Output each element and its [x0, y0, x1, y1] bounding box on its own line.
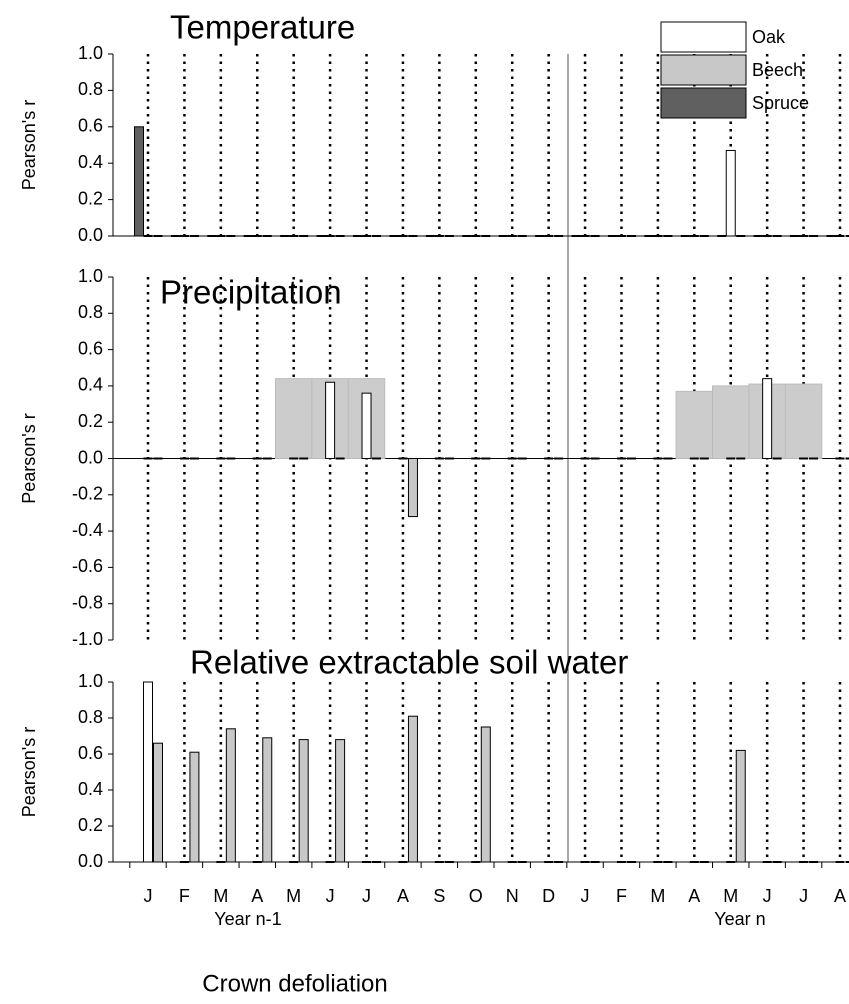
legend-label: Oak — [752, 27, 786, 47]
y-axis-label: Pearson's r — [19, 100, 39, 190]
legend-label: Spruce — [752, 93, 809, 113]
bar — [134, 126, 144, 237]
x-tick-label: M — [723, 886, 738, 906]
x-tick-label: J — [326, 886, 335, 906]
x-tick-label: M — [213, 886, 228, 906]
x-tick-label: A — [834, 886, 846, 906]
x-tick-label: S — [433, 886, 445, 906]
y-tick-label: 1.0 — [78, 43, 103, 63]
y-tick-label: -1.0 — [72, 629, 103, 649]
x-tick-label: N — [506, 886, 519, 906]
panel-title: Precipitation — [160, 274, 342, 311]
bar — [725, 149, 736, 237]
bar — [262, 737, 273, 863]
x-tick-label: J — [362, 886, 371, 906]
y-tick-label: 0.8 — [78, 302, 103, 322]
y-tick-label: 0.8 — [78, 707, 103, 727]
legend-label: Beech — [752, 60, 803, 80]
y-tick-label: 0.6 — [78, 743, 103, 763]
bar — [407, 458, 418, 518]
y-tick-label: 0.2 — [78, 188, 103, 208]
y-tick-label: 0.6 — [78, 338, 103, 358]
x-tick-label: D — [542, 886, 555, 906]
x-tick-label: A — [251, 886, 263, 906]
bar — [298, 739, 309, 863]
window-bar — [712, 385, 750, 459]
bar — [335, 739, 346, 863]
x-tick-label: J — [799, 886, 808, 906]
bar — [225, 728, 236, 863]
x-tick-label: J — [763, 886, 772, 906]
y-tick-label: -0.2 — [72, 484, 103, 504]
y-tick-label: 1.0 — [78, 266, 103, 286]
x-tick-label: J — [144, 886, 153, 906]
y-tick-label: 0.4 — [78, 375, 103, 395]
legend-swatch — [660, 21, 747, 53]
bar — [153, 742, 163, 863]
window-bar — [274, 378, 313, 460]
x-tick-label: A — [688, 886, 700, 906]
panel-title: Temperature — [170, 9, 355, 46]
y-tick-label: 0.2 — [78, 815, 103, 835]
y-tick-label: 0.8 — [78, 79, 103, 99]
y-tick-label: 0.0 — [78, 851, 103, 871]
bar — [480, 726, 491, 863]
y-tick-label: -0.6 — [72, 556, 103, 576]
legend-swatch — [660, 54, 747, 86]
x-axis-label: Crown defoliation — [202, 970, 387, 997]
x-tick-label: F — [616, 886, 627, 906]
y-axis-label: Pearson's r — [19, 727, 39, 817]
y-tick-label: 0.0 — [78, 225, 103, 245]
y-tick-label: 0.4 — [78, 152, 103, 172]
bar — [325, 381, 336, 459]
x-tick-label: J — [581, 886, 590, 906]
legend-swatch — [660, 87, 747, 119]
y-tick-label: 0.2 — [78, 411, 103, 431]
bar — [361, 392, 372, 459]
y-tick-label: 0.6 — [78, 116, 103, 136]
x-group-label: Year n — [714, 909, 765, 929]
y-tick-label: -0.8 — [72, 592, 103, 612]
x-tick-label: M — [286, 886, 301, 906]
x-tick-label: F — [179, 886, 190, 906]
bar — [762, 378, 773, 460]
bar — [407, 715, 418, 863]
bar — [189, 751, 200, 863]
y-tick-label: 1.0 — [78, 671, 103, 691]
window-bar — [675, 390, 714, 459]
window-bar — [784, 383, 823, 459]
y-tick-label: 0.4 — [78, 779, 103, 799]
y-axis-label: Pearson's r — [19, 413, 39, 503]
bar — [735, 749, 746, 863]
y-tick-label: -0.4 — [72, 520, 103, 540]
bar — [143, 681, 153, 863]
y-tick-label: 0.0 — [78, 447, 103, 467]
x-tick-label: O — [469, 886, 483, 906]
x-tick-label: M — [650, 886, 665, 906]
x-group-label: Year n-1 — [214, 909, 281, 929]
panel-title: Relative extractable soil water — [190, 644, 628, 681]
x-tick-label: A — [397, 886, 409, 906]
